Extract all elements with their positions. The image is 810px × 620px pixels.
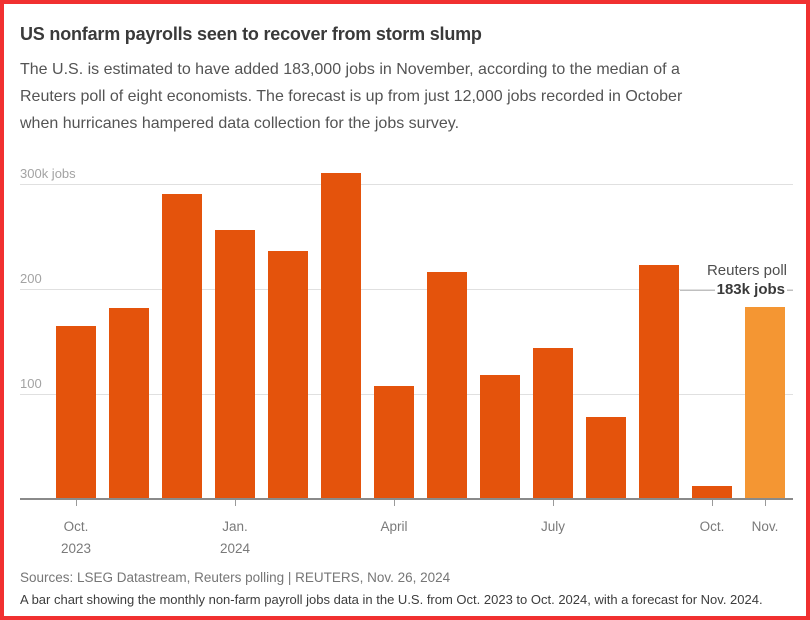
x-axis-line [20, 498, 793, 500]
x-axis-tick [553, 500, 554, 506]
alt-text-line: A bar chart showing the monthly non-farm… [20, 592, 763, 607]
bar-oct-2024 [692, 486, 732, 499]
source-line: Sources: LSEG Datastream, Reuters pollin… [20, 570, 451, 585]
bar-nov-2024 [745, 307, 785, 499]
x-axis-label-line: April [380, 519, 408, 534]
bar-aug-2024 [586, 417, 626, 499]
gridline-300 [20, 184, 793, 185]
x-axis-label-line: Oct. [699, 519, 725, 534]
bar-feb-2024 [268, 251, 308, 499]
y-axis-label-300: 300k jobs [20, 166, 76, 181]
chart-subtitle-line: The U.S. is estimated to have added 183,… [20, 61, 680, 78]
forecast-annotation: Reuters poll 183k jobs [707, 261, 787, 299]
bar-jul-2024 [533, 348, 573, 499]
x-axis-tick [394, 500, 395, 506]
x-axis-tick [76, 500, 77, 506]
x-axis-label-line: 2024 [219, 541, 251, 556]
x-axis-label-line: 2023 [60, 541, 92, 556]
x-axis-label: Jan. 2024 [195, 516, 275, 560]
x-axis-label-line: July [540, 519, 565, 534]
bar-jan-2024 [215, 230, 255, 499]
chart-subtitle: The U.S. is estimated to have added 183,… [20, 56, 790, 137]
x-axis-label-line: Nov. [751, 519, 779, 534]
annotation-source-label: Reuters poll [706, 262, 787, 279]
x-axis-label: Oct. [672, 516, 752, 538]
bar-mar-2024 [321, 173, 361, 499]
bar-may-2024 [427, 272, 467, 499]
bar-apr-2024 [374, 386, 414, 499]
x-axis-label-line: Oct. [63, 519, 89, 534]
y-axis-label-200: 200 [20, 271, 42, 286]
x-axis-label-line: Jan. [222, 519, 248, 534]
chart-subtitle-line: Reuters poll of eight economists. The fo… [20, 88, 683, 105]
y-axis-label-100: 100 [20, 376, 42, 391]
chart-subtitle-line: when hurricanes hampered data collection… [20, 115, 460, 132]
chart-title: US nonfarm payrolls seen to recover from… [20, 24, 482, 44]
bar-sep-2024 [639, 265, 679, 499]
x-axis-label: Oct. 2023 [36, 516, 116, 560]
x-axis-tick [235, 500, 236, 506]
bar-jun-2024 [480, 375, 520, 499]
bar-dec-2023 [162, 194, 202, 499]
x-axis-label: April [354, 516, 434, 538]
x-axis-tick [765, 500, 766, 506]
x-axis-label: July [513, 516, 593, 538]
bar-oct-2023 [56, 326, 96, 499]
x-axis-tick [712, 500, 713, 506]
x-axis-label: Nov. [725, 516, 805, 538]
gridline-200 [20, 289, 793, 290]
annotation-value-label: 183k jobs [714, 280, 787, 299]
bar-nov-2023 [109, 308, 149, 499]
